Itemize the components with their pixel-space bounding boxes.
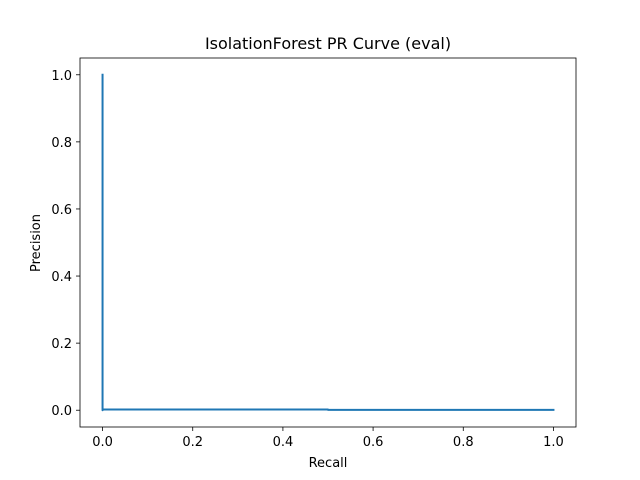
y-tick-label: 0.0 (51, 404, 72, 419)
x-tick-label: 1.0 (543, 435, 564, 450)
x-axis-label: Recall (309, 456, 348, 471)
x-axis-ticks: 0.0 0.2 0.4 0.6 0.8 1.0 (92, 427, 564, 450)
x-tick-label: 0.8 (453, 435, 474, 450)
pr-curve-line (101, 73, 555, 412)
y-axis-label: Precision (29, 214, 44, 272)
y-tick-label: 0.2 (51, 337, 72, 352)
y-tick-label: 0.4 (51, 270, 72, 285)
x-tick-label: 0.6 (363, 435, 384, 450)
chart-title: IsolationForest PR Curve (eval) (205, 34, 451, 53)
y-tick-label: 0.6 (51, 203, 72, 218)
x-tick-label: 0.2 (182, 435, 203, 450)
y-tick-label: 1.0 (51, 69, 72, 84)
plot-area (101, 73, 555, 412)
x-tick-label: 0.0 (92, 435, 113, 450)
y-axis-ticks: 0.0 0.2 0.4 0.6 0.8 1.0 (51, 69, 80, 419)
y-tick-label: 0.8 (51, 136, 72, 151)
x-tick-label: 0.4 (273, 435, 294, 450)
axes-frame (79, 57, 577, 428)
